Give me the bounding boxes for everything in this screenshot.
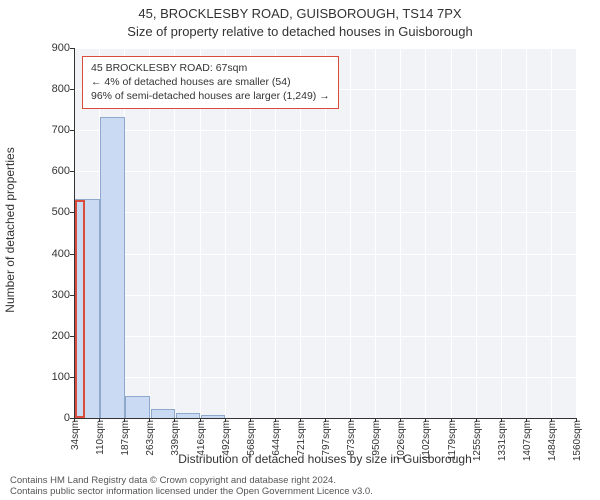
grid-line-v: [375, 48, 376, 418]
x-tick-label: 263sqm: [145, 420, 156, 456]
x-tick-label: 34sqm: [70, 420, 81, 450]
x-tick-label: 644sqm: [271, 420, 282, 456]
histogram-bar: [125, 396, 150, 418]
grid-line-v: [451, 48, 452, 418]
histogram-bar: [100, 117, 125, 418]
annotation-line1: 45 BROCKLESBY ROAD: 67sqm: [91, 61, 330, 75]
grid-line-v: [526, 48, 527, 418]
y-tick-label: 500: [30, 206, 70, 218]
annotation-box: 45 BROCKLESBY ROAD: 67sqm ← 4% of detach…: [82, 56, 339, 109]
y-tick-mark: [70, 254, 74, 255]
annotation-line2: ← 4% of detached houses are smaller (54): [91, 75, 330, 89]
grid-line-v: [476, 48, 477, 418]
histogram-bar: [151, 409, 176, 418]
y-tick-label: 700: [30, 124, 70, 136]
y-tick-label: 400: [30, 248, 70, 260]
grid-line-v: [501, 48, 502, 418]
y-tick-mark: [70, 130, 74, 131]
x-tick-label: 950sqm: [371, 420, 382, 456]
y-tick-label: 800: [30, 83, 70, 95]
y-tick-mark: [70, 295, 74, 296]
y-tick-mark: [70, 377, 74, 378]
grid-line-v: [576, 48, 577, 418]
annotation-line3: 96% of semi-detached houses are larger (…: [91, 89, 330, 103]
y-axis-label: Number of detached properties: [3, 147, 17, 312]
histogram-bar: [176, 413, 201, 418]
x-tick-label: 873sqm: [346, 420, 357, 456]
y-tick-label: 600: [30, 165, 70, 177]
x-tick-label: 110sqm: [95, 420, 106, 455]
chart-title-main: 45, BROCKLESBY ROAD, GUISBOROUGH, TS14 7…: [0, 6, 600, 21]
x-tick-label: 568sqm: [246, 420, 257, 456]
chart-title-sub: Size of property relative to detached ho…: [0, 24, 600, 39]
grid-line-v: [425, 48, 426, 418]
grid-line-v: [400, 48, 401, 418]
footer-line2: Contains public sector information licen…: [10, 487, 373, 498]
x-tick-label: 492sqm: [221, 420, 232, 456]
x-tick-label: 797sqm: [321, 420, 332, 456]
x-tick-label: 721sqm: [296, 420, 307, 456]
x-tick-label: 339sqm: [170, 420, 181, 456]
y-tick-label: 900: [30, 42, 70, 54]
y-tick-label: 100: [30, 371, 70, 383]
y-tick-mark: [70, 171, 74, 172]
y-tick-mark: [70, 48, 74, 49]
y-tick-mark: [70, 89, 74, 90]
grid-line-v: [350, 48, 351, 418]
grid-line-v: [551, 48, 552, 418]
x-tick-label: 416sqm: [196, 420, 207, 456]
y-tick-label: 0: [30, 412, 70, 424]
y-tick-label: 300: [30, 289, 70, 301]
plot-area: 45 BROCKLESBY ROAD: 67sqm ← 4% of detach…: [74, 48, 576, 418]
y-tick-label: 200: [30, 330, 70, 342]
x-axis-label: Distribution of detached houses by size …: [74, 452, 576, 466]
histogram-bar: [201, 415, 226, 418]
x-tick-label: 187sqm: [120, 420, 131, 456]
highlight-marker: [75, 200, 85, 418]
y-tick-mark: [70, 212, 74, 213]
y-tick-mark: [70, 336, 74, 337]
footer-attribution: Contains HM Land Registry data © Crown c…: [10, 476, 373, 498]
